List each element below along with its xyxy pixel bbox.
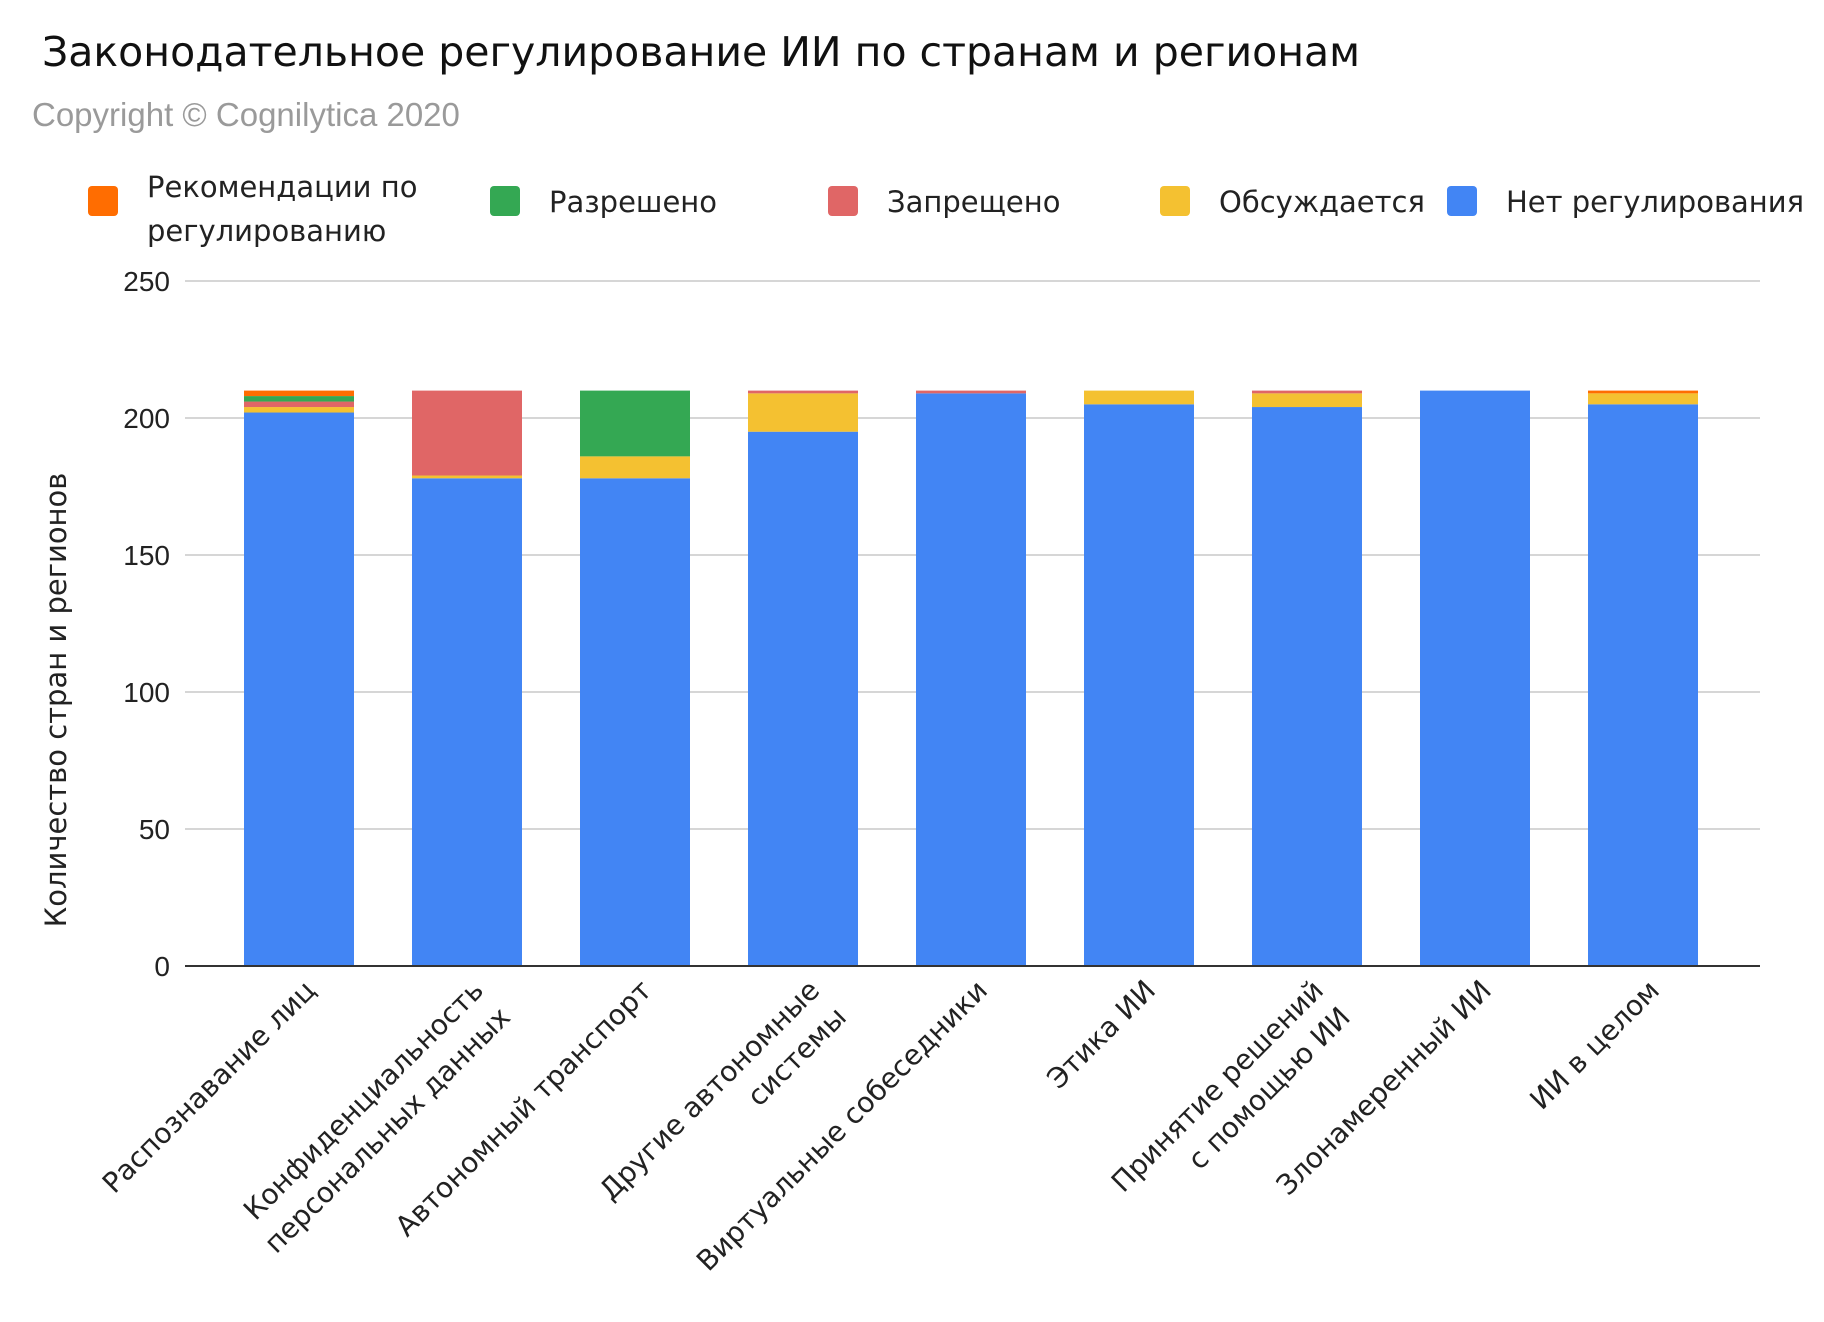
bar-segment [244,401,354,408]
bar-segment [748,393,858,432]
legend-label: Нет регулирования [1506,185,1804,219]
bar-segment [1588,404,1698,966]
y-axis-ticks: 0 50 100 150 200 250 [123,266,170,982]
y-tick-label: 200 [123,403,170,434]
bar-segment [580,456,690,479]
bar-segment [412,390,522,476]
y-tick-label: 150 [123,540,170,571]
y-axis-label: Количество стран и регионов [39,473,73,928]
bar-segment [1588,393,1698,405]
bar-segment [244,396,354,402]
legend-item: Нет регулирования [1447,185,1804,219]
bar-stack [1084,390,1194,966]
y-tick-label: 0 [154,951,170,982]
bar-segment [1420,390,1530,967]
legend-swatch [1447,186,1477,216]
y-tick-label: 50 [139,814,170,845]
bar-segment [244,407,354,413]
chart-copyright: Copyright © Cognilytica 2020 [32,96,460,133]
legend-label: Разрешено [549,185,717,219]
legend-swatch [88,186,118,216]
bar-segment [412,475,522,479]
bar-stack [412,390,522,966]
legend: Рекомендации по регулированию Разрешено Зап… [88,170,1804,248]
bar-segment [244,390,354,397]
legend-item: Обсуждается [1160,185,1425,219]
bar-segment [916,390,1026,394]
bar-segment [1588,390,1698,394]
bar-stack [916,390,1026,967]
legend-label: Обсуждается [1219,185,1425,219]
bar-segment [1252,407,1362,966]
legend-label: Рекомендации по [147,170,417,204]
bar-segment [244,412,354,966]
legend-item: Разрешено [490,185,717,219]
bar-segment [580,478,690,966]
legend-item: Рекомендации по регулированию [88,170,417,248]
x-tick-label: Этика ИИ [1040,974,1162,1096]
bar-segment [748,431,858,966]
legend-swatch [490,186,520,216]
legend-label: регулированию [147,214,386,248]
bar-segment [1084,404,1194,966]
bar-stack [1420,390,1530,967]
bar-stack [244,390,354,966]
bar-segment [412,478,522,966]
legend-swatch [828,186,858,216]
y-tick-label: 250 [123,266,170,297]
bar-stack [580,390,690,966]
bar-stack [1252,390,1362,966]
bar-stack [1588,390,1698,966]
bar-segment [916,393,1026,967]
bar-segment [1252,393,1362,408]
bar-segment [580,390,690,457]
legend-swatch [1160,186,1190,216]
bars [244,390,1698,967]
y-tick-label: 100 [123,677,170,708]
chart-title: Законодательное регулирование ИИ по стра… [42,28,1360,76]
legend-label: Запрещено [887,185,1060,219]
legend-item: Запрещено [828,185,1060,219]
x-tick-label: ИИ в целом [1523,974,1666,1117]
bar-segment [1084,390,1194,405]
bar-segment [748,390,858,394]
bar-segment [1252,390,1362,394]
bar-stack [748,390,858,966]
x-axis-labels: Распознавание лицКонфиденциальностьперсо… [96,974,1666,1278]
